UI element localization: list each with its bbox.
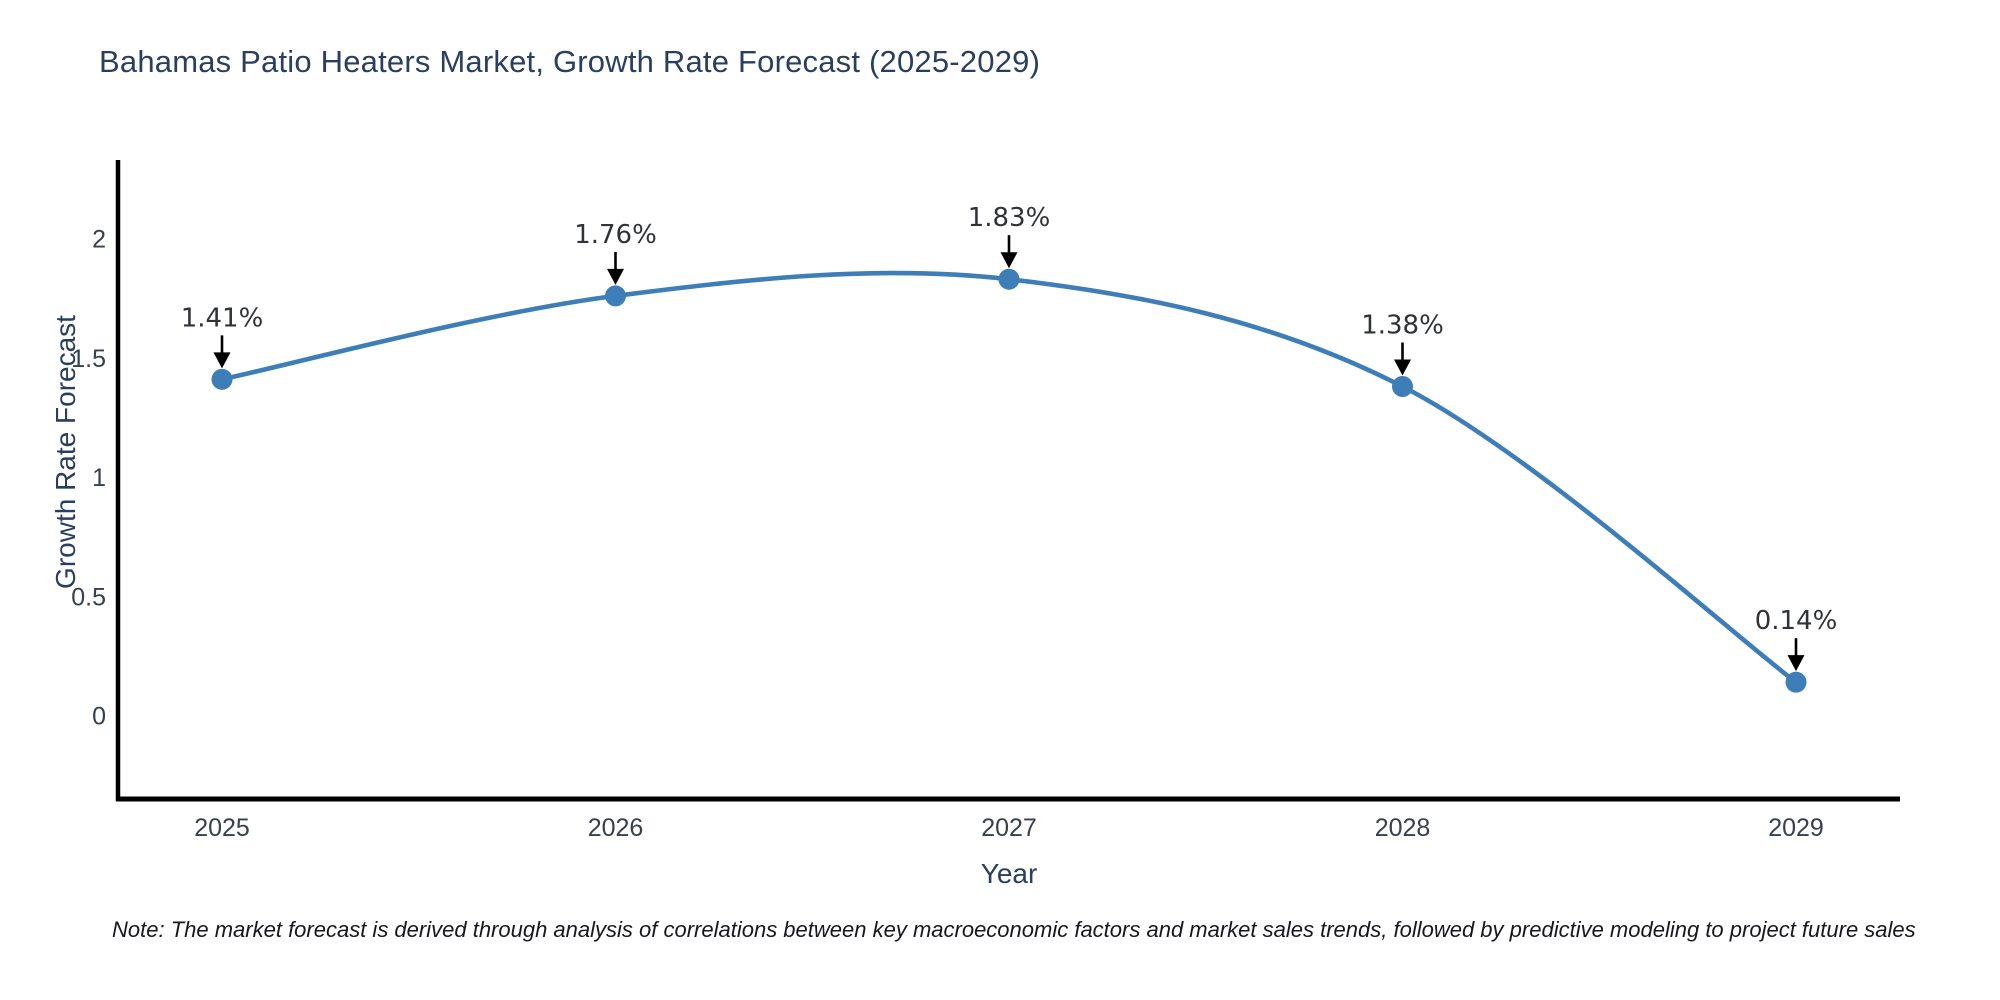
point-annotation: 1.41% (181, 303, 264, 333)
y-tick-label: 0.5 (71, 583, 106, 611)
point-annotation: 1.83% (968, 203, 1051, 233)
y-tick-label: 2 (92, 226, 106, 254)
y-tick-label: 1.5 (71, 345, 106, 373)
chart-title: Bahamas Patio Heaters Market, Growth Rat… (99, 44, 1041, 79)
point-annotation: 0.14% (1755, 606, 1838, 636)
footnote: Note: The market forecast is derived thr… (112, 917, 1916, 942)
data-point-2029 (1785, 671, 1807, 693)
annotation-arrow-head (607, 268, 624, 285)
annotation-arrow-head (1394, 359, 1411, 376)
x-tick-label: 2025 (194, 814, 250, 842)
annotation-arrow-head (1000, 252, 1018, 269)
data-point-2028 (1392, 376, 1413, 398)
x-tick-label: 2029 (1768, 814, 1824, 842)
y-axis-title: Growth Rate Forecast (50, 315, 81, 589)
y-tick-label: 1 (92, 464, 106, 492)
x-axis-title: Year (980, 858, 1038, 889)
data-point-2025 (211, 368, 233, 390)
y-tick-label: 0 (92, 703, 106, 731)
x-tick-label: 2028 (1375, 814, 1431, 842)
forecast-line (219, 270, 1799, 685)
x-tick-label: 2027 (981, 814, 1037, 842)
data-point-2027 (998, 268, 1020, 290)
x-tick-label: 2026 (588, 814, 644, 842)
point-annotation: 1.38% (1361, 311, 1444, 341)
annotation-arrow-head (1787, 655, 1805, 672)
data-point-2026 (605, 285, 626, 307)
point-annotation: 1.76% (574, 220, 657, 250)
annotation-arrow-head (213, 352, 231, 369)
